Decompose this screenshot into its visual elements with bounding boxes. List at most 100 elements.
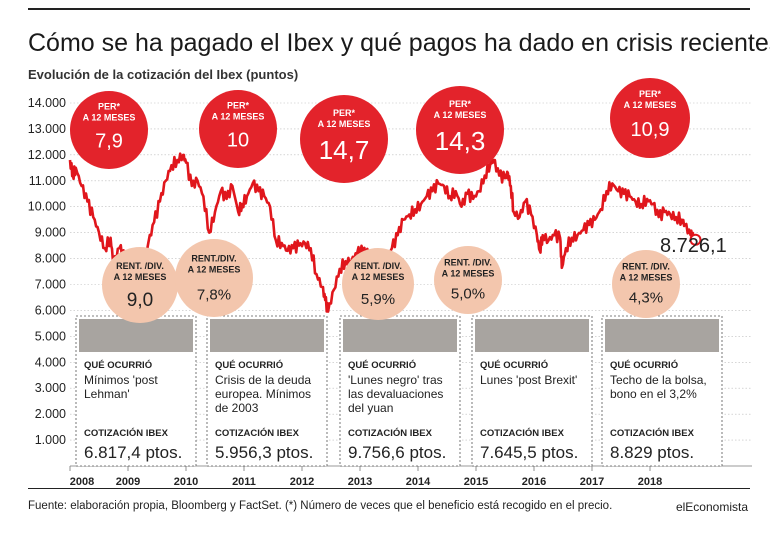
yield-bubble-value: 5,0% — [451, 286, 485, 303]
chart-title: Cómo se ha pagado el Ibex y qué pagos ha… — [28, 29, 770, 57]
panel-price-heading: COTIZACIÓN IBEX — [348, 427, 433, 439]
yield-bubble: RENT. /DIV. A 12 MESES 5,0% — [434, 246, 502, 314]
x-axis-ticks: 2008 2009 2010 2011 2012 2013 2014 2015 2016 2017… — [69, 466, 662, 488]
end-point-marker — [689, 233, 702, 246]
event-panel: QUÉ OCURRIÓ Lunes 'post Brexit' COTIZACIÓN… — [471, 315, 593, 467]
y-tick-label: 12.000 — [28, 148, 66, 162]
per-bubble-circle — [199, 90, 277, 168]
x-tick-label: 2015 — [464, 476, 488, 488]
panel-price: 6.817,4 ptos. — [84, 443, 182, 462]
panel-price-heading: COTIZACIÓN IBEX — [480, 427, 565, 439]
yield-bubble-circle — [612, 250, 680, 318]
y-tick-label: 14.000 — [28, 96, 66, 110]
panel-text: Crisis de la deuda europea. Mínimos de 200… — [215, 373, 311, 415]
yield-bubble: RENT./DIV. A 12 MESES 7,8% — [175, 239, 253, 317]
panel-heading: QUÉ OCURRIÓ — [348, 359, 416, 371]
per-bubble: PER* A 12 MESES 7,9 — [70, 91, 148, 169]
per-bubble-label: PER* A 12 MESES — [212, 101, 265, 122]
panel-price: 7.645,5 ptos. — [480, 443, 578, 462]
panel-text: Lunes 'post Brexit' — [480, 373, 577, 387]
panel-heading: QUÉ OCURRIÓ — [480, 359, 548, 371]
panel-price: 8.829 ptos. — [610, 443, 694, 462]
y-tick-label: 4.000 — [35, 355, 66, 369]
per-bubble-circle — [70, 91, 148, 169]
per-bubble-value: 14,7 — [319, 135, 370, 165]
x-tick-label: 2012 — [290, 476, 314, 488]
bottom-rule — [28, 488, 750, 489]
yield-bubble-circle — [342, 248, 414, 320]
y-tick-label: 7.000 — [35, 278, 66, 292]
yield-bubble: RENT. /DIV. A 12 MESES 5,9% — [342, 248, 414, 320]
yield-bubble-circle — [175, 239, 253, 317]
panel-heading: QUÉ OCURRIÓ — [84, 359, 152, 371]
per-bubble-circle — [416, 86, 504, 174]
panel-price-heading: COTIZACIÓN IBEX — [215, 427, 300, 439]
yield-bubble: RENT. /DIV. A 12 MESES 9,0 — [102, 247, 178, 323]
panel-heading: QUÉ OCURRIÓ — [215, 359, 283, 371]
per-bubble-circle — [300, 95, 388, 183]
per-bubble: PER* A 12 MESES 14,7 — [300, 95, 388, 183]
panel-price: 9.756,6 ptos. — [348, 443, 446, 462]
per-bubble: PER* A 12 MESES 10 — [199, 90, 277, 168]
per-bubble: PER* A 12 MESES 10,9 — [610, 78, 690, 158]
end-value-label: 8.726,1 — [660, 235, 727, 257]
per-bubble-label: PER* A 12 MESES — [83, 102, 136, 123]
per-bubble-label: PER* A 12 MESES — [318, 108, 371, 129]
panel-header-bar — [79, 319, 193, 352]
panel-header-bar — [605, 319, 719, 352]
x-tick-label: 2014 — [406, 476, 431, 488]
chart-subtitle: Evolución de la cotización del Ibex (pun… — [28, 67, 299, 82]
per-bubble-label: PER* A 12 MESES — [434, 99, 487, 120]
x-tick-label: 2017 — [580, 476, 604, 488]
x-tick-label: 2013 — [348, 476, 372, 488]
y-tick-label: 1.000 — [35, 433, 66, 447]
y-axis-ticks: 14.000 13.000 12.000 11.000 10.000 9.000 8.000… — [28, 96, 66, 447]
event-panel: QUÉ OCURRIÓ 'Lunes negro' tras las devalua… — [339, 315, 461, 467]
y-tick-label: 2.000 — [35, 407, 66, 421]
panel-body — [79, 352, 193, 463]
event-panels: QUÉ OCURRIÓ Mínimos 'post Lehman' COTIZACIÓ… — [75, 315, 723, 467]
panel-body — [475, 352, 589, 463]
event-panel: QUÉ OCURRIÓ Mínimos 'post Lehman' COTIZACIÓ… — [75, 315, 197, 467]
panel-text: 'Lunes negro' tras las devaluaciones del y… — [348, 373, 443, 415]
per-bubble: PER* A 12 MESES 14,3 — [416, 86, 504, 174]
yield-bubble-value: 5,9% — [361, 291, 395, 308]
y-tick-label: 8.000 — [35, 252, 66, 266]
panel-header-bar — [210, 319, 324, 352]
panel-body — [605, 352, 719, 463]
per-bubble-value: 10,9 — [631, 119, 670, 141]
yield-bubble-label: RENT. /DIV. A 12 MESES — [620, 262, 673, 283]
yield-bubble-label: RENT./DIV. A 12 MESES — [188, 254, 241, 275]
y-tick-label: 9.000 — [35, 226, 66, 240]
panel-text: Mínimos 'post Lehman' — [84, 373, 158, 401]
yield-bubble-value: 4,3% — [629, 290, 663, 307]
panel-price-heading: COTIZACIÓN IBEX — [84, 427, 169, 439]
x-tick-label: 2018 — [638, 476, 662, 488]
source-note: Fuente: elaboración propia, Bloomberg y … — [28, 500, 613, 512]
y-tick-label: 3.000 — [35, 381, 66, 395]
top-rule — [28, 8, 750, 10]
event-panel: QUÉ OCURRIÓ Techo de la bolsa, bono en el … — [601, 315, 723, 467]
brand-logo: elEconomista — [675, 500, 748, 514]
y-tick-label: 6.000 — [35, 303, 66, 317]
yield-bubble-value: 7,8% — [197, 286, 231, 303]
per-bubble-value: 7,9 — [95, 131, 123, 153]
panel-header-bar — [475, 319, 589, 352]
x-tick-label: 2010 — [174, 476, 198, 488]
yield-bubble-label: RENT. /DIV. A 12 MESES — [352, 261, 405, 282]
yield-bubble-circle — [102, 247, 178, 323]
panel-price-heading: COTIZACIÓN IBEX — [610, 427, 695, 439]
per-bubble-circle — [610, 78, 690, 158]
panel-body — [210, 352, 324, 463]
per-bubble-value: 10 — [227, 130, 249, 152]
x-tick-label: 2011 — [232, 476, 256, 488]
y-tick-label: 5.000 — [35, 329, 66, 343]
y-tick-label: 11.000 — [29, 174, 66, 188]
panel-heading: QUÉ OCURRIÓ — [610, 359, 678, 371]
per-bubble-label: PER* A 12 MESES — [624, 89, 677, 110]
yield-bubble-label: RENT. /DIV. A 12 MESES — [442, 258, 495, 279]
panel-body — [343, 352, 457, 463]
yield-bubble: RENT. /DIV. A 12 MESES 4,3% — [612, 250, 680, 318]
